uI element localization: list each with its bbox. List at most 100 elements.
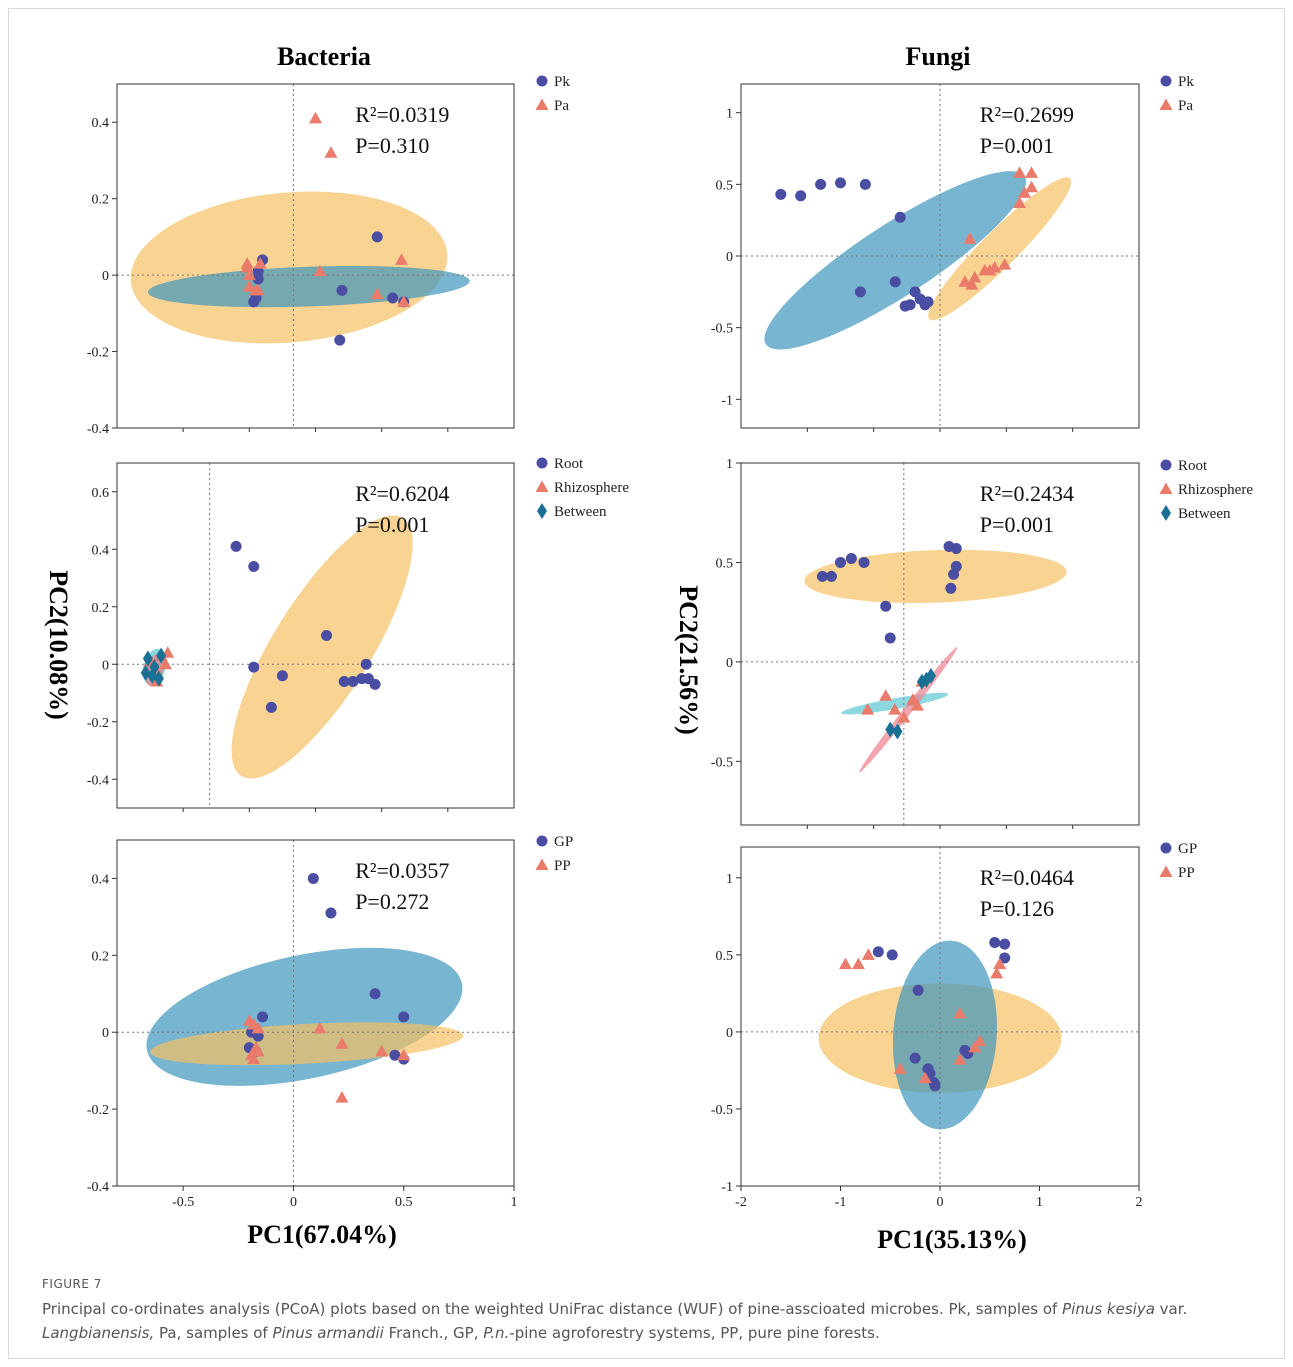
- data-point-pp: [335, 1037, 349, 1049]
- data-point-pa: [998, 258, 1012, 270]
- legend-label: GP: [554, 834, 573, 850]
- y-tick-label: 1: [726, 457, 733, 472]
- data-point-root: [845, 552, 857, 564]
- pcoa-panel-4: 1 0.5 0 -0.5 R²=0.2434 P=0.001 Root Rhizosphere…: [711, 457, 1253, 829]
- y-tick-label: 0: [726, 656, 733, 671]
- legend-label: Root: [554, 456, 584, 472]
- data-point-pa: [242, 268, 256, 281]
- y-tick-label: 0: [726, 1026, 733, 1041]
- legend-label: Root: [1178, 458, 1208, 474]
- legend-label: Pa: [1178, 98, 1193, 114]
- data-point-pa: [240, 260, 254, 273]
- legend-label: Between: [1178, 506, 1231, 522]
- p-value-label: P=0.001: [980, 512, 1054, 537]
- title-fungi: Fungi: [905, 42, 970, 71]
- data-point-pp: [968, 1040, 982, 1053]
- data-point-between: [885, 721, 896, 738]
- figure-frame: [8, 8, 1285, 1359]
- pcoa-panel-2: 1 0.5 0 -0.5 -1 R²=0.2699 P=0.001 Pk Pa: [711, 74, 1194, 432]
- y-tick-label: 0: [726, 250, 733, 265]
- pcoa-panel-1: 0.4 0.2 0 -0.2 -0.4 R²=0.0319 P=0.310 Pk Pa: [87, 74, 571, 437]
- p-value-label: P=0.001: [980, 133, 1054, 158]
- legend-marker-gp: [1160, 842, 1172, 854]
- y-tick-label: 1: [726, 872, 733, 887]
- data-point-pp: [251, 1044, 265, 1057]
- data-point-root: [276, 670, 288, 682]
- data-point-pa: [1025, 166, 1039, 178]
- legend-marker-pk: [1160, 75, 1172, 87]
- legend-label: Pk: [1178, 74, 1194, 90]
- pcoa-panel-5: 0.4 0.2 0 -0.2 -0.4 -0.5 0 0.5 1 R²=0.0357 P=0.272…: [87, 834, 573, 1210]
- y-tick-label: 0.4: [92, 116, 110, 131]
- y-tick-label: -0.4: [87, 773, 109, 788]
- data-point-root: [248, 561, 260, 572]
- title-bacteria: Bacteria: [277, 42, 371, 71]
- data-point-pk: [795, 190, 807, 202]
- legend-marker-gp: [536, 835, 548, 847]
- p-value-label: P=0.310: [355, 133, 429, 158]
- legend-marker-pp: [535, 858, 549, 870]
- data-point-pa: [958, 275, 972, 287]
- data-point-pp: [973, 1034, 987, 1047]
- data-point-pk: [252, 273, 264, 285]
- data-point-pk: [815, 178, 827, 190]
- y-axis-label-left: PC2(10.08%): [44, 570, 73, 719]
- data-point-pp: [953, 1006, 967, 1019]
- y-tick-label: -0.2: [87, 346, 109, 361]
- y-tick-label: -0.2: [87, 716, 109, 731]
- caption-text: Principal co-ordinates analysis (PCoA) p…: [42, 1300, 1188, 1342]
- legend-label: PP: [1178, 865, 1195, 881]
- x-axis-label-left: PC1(67.04%): [247, 1220, 396, 1249]
- r-squared-label: R²=0.0464: [980, 865, 1074, 890]
- data-point-pp: [335, 1091, 349, 1103]
- r-squared-label: R²=0.6204: [355, 481, 449, 506]
- x-axis-label-right: PC1(35.13%): [877, 1225, 1026, 1254]
- y-tick-label: -1: [721, 393, 733, 408]
- data-point-pk: [387, 292, 399, 304]
- data-point-root: [950, 543, 962, 555]
- y-tick-label: -0.5: [711, 1103, 733, 1118]
- y-tick-label: 0: [102, 269, 109, 284]
- r-squared-label: R²=0.0319: [355, 102, 449, 127]
- data-point-pk: [336, 284, 348, 296]
- data-point-between: [925, 667, 936, 684]
- data-point-root: [858, 556, 870, 568]
- x-tick-label: -2: [735, 1195, 747, 1210]
- pcoa-panel-3: 0.6 0.4 0.2 0 -0.2 -0.4 R²=0.6204 P=0.001 Root Rh…: [87, 456, 629, 812]
- legend-marker-pa: [1159, 98, 1173, 110]
- y-tick-label: -0.4: [87, 422, 109, 437]
- data-point-pa: [1013, 196, 1027, 208]
- data-point-root: [230, 540, 242, 552]
- y-tick-label: 1: [726, 107, 733, 122]
- legend-label: PP: [554, 858, 571, 874]
- legend-marker-pa: [535, 98, 549, 110]
- x-tick-label: -0.5: [172, 1195, 194, 1210]
- legend-label: Pk: [554, 74, 570, 90]
- data-point-gp: [886, 949, 898, 961]
- data-point-pk: [248, 296, 260, 308]
- confidence-ellipse: [764, 171, 1027, 350]
- y-tick-label: 0.4: [92, 543, 110, 558]
- data-point-gp: [389, 1049, 401, 1061]
- legend-label: Rhizosphere: [554, 480, 629, 496]
- data-point-pk: [899, 300, 911, 312]
- data-point-rhizosphere: [910, 699, 924, 711]
- legend-label: Pa: [554, 98, 569, 114]
- data-point-root: [880, 600, 892, 612]
- legend-marker-root: [1160, 459, 1172, 471]
- data-point-root: [369, 678, 381, 690]
- data-point-pk: [859, 178, 871, 190]
- data-point-pk: [894, 211, 906, 223]
- r-squared-label: R²=0.0357: [355, 858, 449, 883]
- y-tick-label: 0.6: [92, 486, 110, 501]
- legend-marker-rhizosphere: [1159, 482, 1173, 494]
- legend-marker-root: [536, 457, 548, 469]
- y-tick-label: 0.5: [716, 949, 734, 964]
- data-point-pa: [397, 295, 411, 307]
- data-point-pa: [309, 111, 322, 124]
- data-point-pk: [334, 334, 346, 346]
- x-tick-label: 1: [511, 1195, 518, 1210]
- r-squared-label: R²=0.2699: [980, 102, 1074, 127]
- data-point-pp: [993, 957, 1007, 970]
